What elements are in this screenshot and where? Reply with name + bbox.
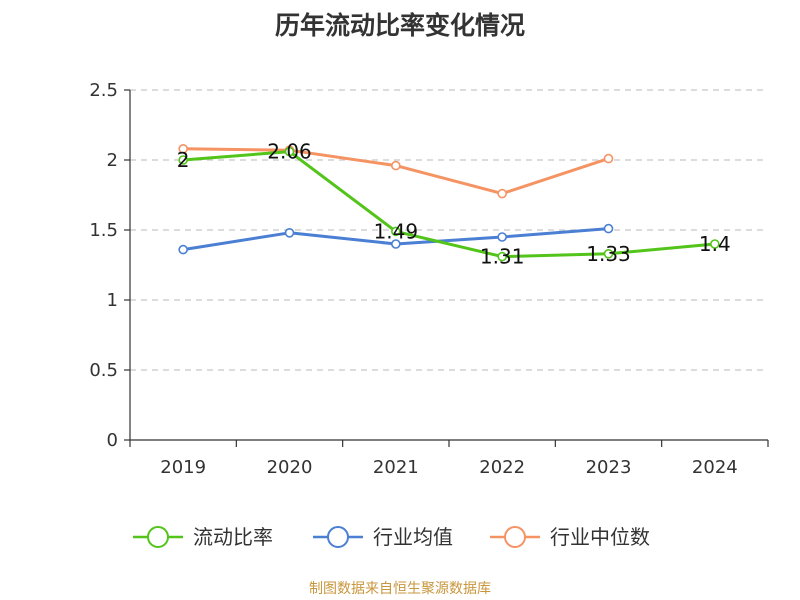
data-point[interactable]: [497, 251, 507, 262]
data-point[interactable]: [178, 244, 188, 255]
data-label: 1.4: [699, 232, 731, 256]
data-label: 1.49: [374, 219, 419, 243]
data-labels: 2 2.06 1.49 1.31 1.33 1.4: [177, 140, 731, 269]
data-point[interactable]: [603, 223, 614, 234]
y-tick-label: 0: [107, 430, 118, 451]
legend-item[interactable]: 流动比率: [133, 525, 273, 549]
data-point[interactable]: [391, 226, 401, 237]
legend-label: 行业均值: [373, 525, 453, 549]
data-point[interactable]: [603, 249, 614, 259]
series-line: [183, 150, 715, 259]
y-tick-label: 2.5: [89, 80, 118, 101]
data-label: 2.06: [267, 140, 312, 164]
data-point[interactable]: [497, 232, 507, 242]
y-tick-label: 0.5: [89, 360, 118, 381]
x-tick-label: 2024: [692, 457, 738, 478]
x-tick-label: 2021: [373, 457, 419, 478]
x-tick-label: 2019: [160, 457, 206, 478]
y-tick-label: 2: [107, 150, 118, 171]
data-point[interactable]: [710, 239, 720, 249]
legend-marker: [147, 526, 169, 548]
data-label: 2: [177, 148, 190, 172]
x-tick-label: 2023: [586, 457, 632, 478]
legend-marker: [327, 526, 349, 548]
data-point[interactable]: [284, 228, 295, 238]
data-label: 1.33: [586, 242, 631, 266]
y-tick-label: 1: [107, 290, 118, 311]
legend-label: 流动比率: [193, 525, 273, 549]
series-layer: [178, 144, 720, 262]
y-tick-label: 1.5: [89, 220, 118, 241]
grid-lines: [130, 89, 764, 371]
data-point[interactable]: [497, 188, 507, 199]
legend: 流动比率 行业均值 行业中位数: [133, 525, 650, 549]
legend-item[interactable]: 行业中位数: [490, 525, 650, 549]
x-tick-label: 2022: [479, 457, 525, 478]
data-point[interactable]: [391, 160, 401, 171]
data-point[interactable]: [603, 153, 614, 164]
chart-title: 历年流动比率变化情况: [274, 11, 525, 40]
legend-marker: [504, 526, 526, 548]
legend-label: 行业中位数: [550, 525, 650, 549]
source-note: 制图数据来自恒生聚源数据库: [309, 581, 491, 597]
axes: 0 0.5 1 1.5 2 2.5 2019 2020 2021 2022 2023 2024: [89, 80, 769, 478]
data-point[interactable]: [284, 146, 295, 157]
data-point[interactable]: [391, 239, 401, 249]
data-point[interactable]: [178, 155, 188, 165]
legend-item[interactable]: 行业均值: [313, 525, 453, 549]
data-point[interactable]: [178, 144, 188, 154]
x-tick-label: 2020: [267, 457, 313, 478]
data-label: 1.31: [480, 245, 525, 269]
